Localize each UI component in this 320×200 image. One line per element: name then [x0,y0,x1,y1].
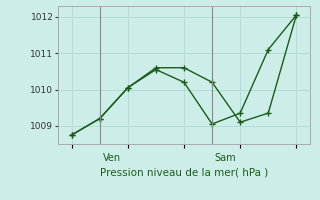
Text: Sam: Sam [215,153,236,163]
X-axis label: Pression niveau de la mer( hPa ): Pression niveau de la mer( hPa ) [100,168,268,178]
Text: Ven: Ven [102,153,121,163]
